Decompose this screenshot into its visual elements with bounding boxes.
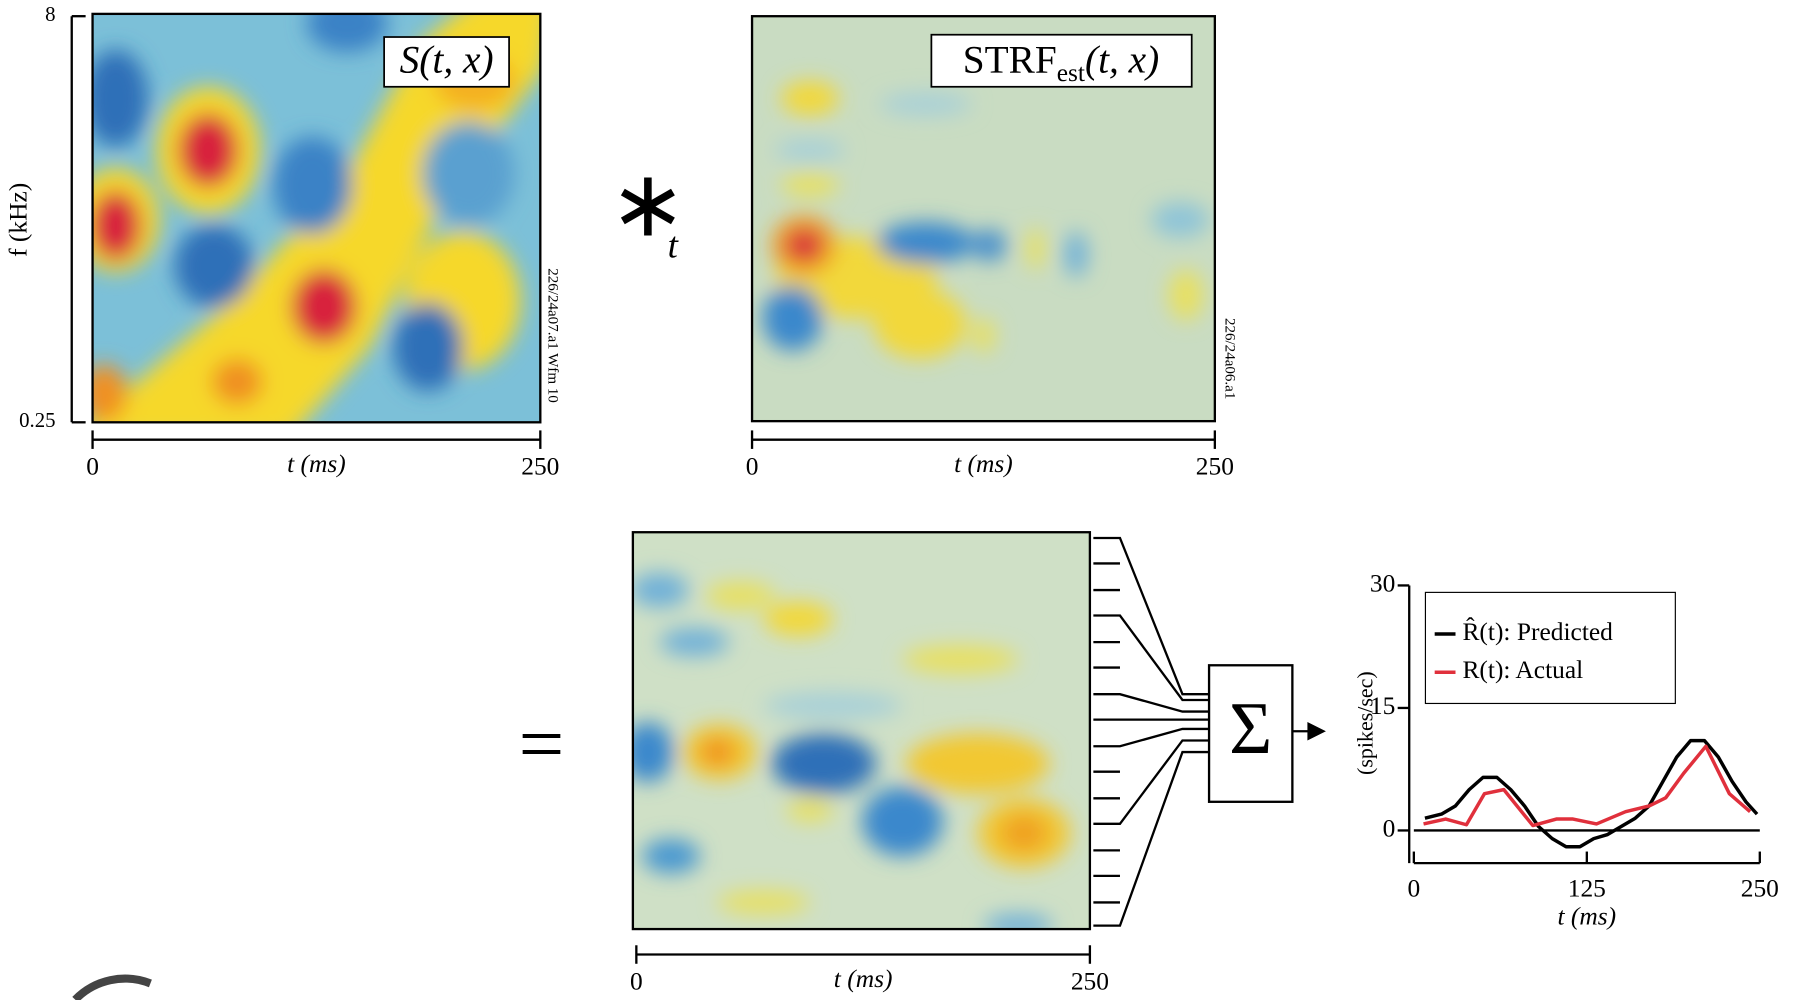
label-main: STRF: [963, 38, 1057, 82]
x-tick-label: 250: [521, 451, 559, 480]
arrow-head: [1307, 721, 1326, 741]
x-axis-label: t (ms): [834, 964, 893, 993]
sum-box: [1207, 664, 1294, 803]
y-tick-label: 0: [1383, 813, 1396, 842]
panel-frame: [631, 531, 1092, 931]
x-tick-label: 125: [1568, 874, 1606, 903]
summation-wires: [1093, 536, 1210, 927]
legend-label: R(t): Actual: [1462, 655, 1583, 684]
series-line: [1424, 738, 1759, 849]
series-line: [1423, 744, 1752, 828]
x-tick-label: 250: [1071, 966, 1109, 995]
file-note: 226/24a07.a1 Wfm 10: [544, 268, 560, 403]
x-axis-label: t (ms): [954, 449, 1013, 478]
panel-label: S(t, x): [400, 38, 494, 82]
x-tick-label: 250: [1196, 451, 1234, 480]
label-box: [930, 33, 1193, 88]
panel-frame: [91, 12, 542, 424]
heatmap-output: [632, 532, 1090, 930]
sum-symbol: Σ: [1229, 688, 1272, 770]
label-sub: est: [1057, 58, 1085, 87]
equals-operator: =: [519, 699, 565, 789]
y-tick-label: 30: [1370, 568, 1395, 597]
convolve-subscript: t: [668, 225, 680, 266]
panel-frame: [750, 15, 1217, 423]
y-tick-label: 15: [1370, 691, 1395, 720]
x-tick-label: 250: [1741, 874, 1779, 903]
x-axis-label: t (ms): [287, 449, 346, 478]
panel-label: STRFest(t, x): [963, 38, 1160, 87]
legend-label: R̂(t): Predicted: [1462, 617, 1613, 646]
cut-glyph: [72, 974, 152, 1000]
file-note: 226/24a06.a1: [1221, 318, 1237, 399]
label-box: [383, 36, 510, 88]
convolve-operator: ∗: [609, 154, 687, 256]
y-tick-label: 0.25: [19, 408, 55, 432]
y-axis-label: f (kHz): [4, 183, 33, 257]
label-tail: (t, x): [1085, 38, 1159, 82]
x-tick-label: 0: [746, 451, 759, 480]
y-tick-label: 8: [45, 2, 55, 26]
y-axis-label: (spikes/sec): [1353, 671, 1378, 775]
x-axis-label: t (ms): [1558, 902, 1617, 931]
x-tick-label: 0: [86, 451, 99, 480]
x-tick-label: 0: [1407, 874, 1420, 903]
legend-box: [1424, 591, 1676, 705]
x-tick-label: 0: [630, 966, 643, 995]
